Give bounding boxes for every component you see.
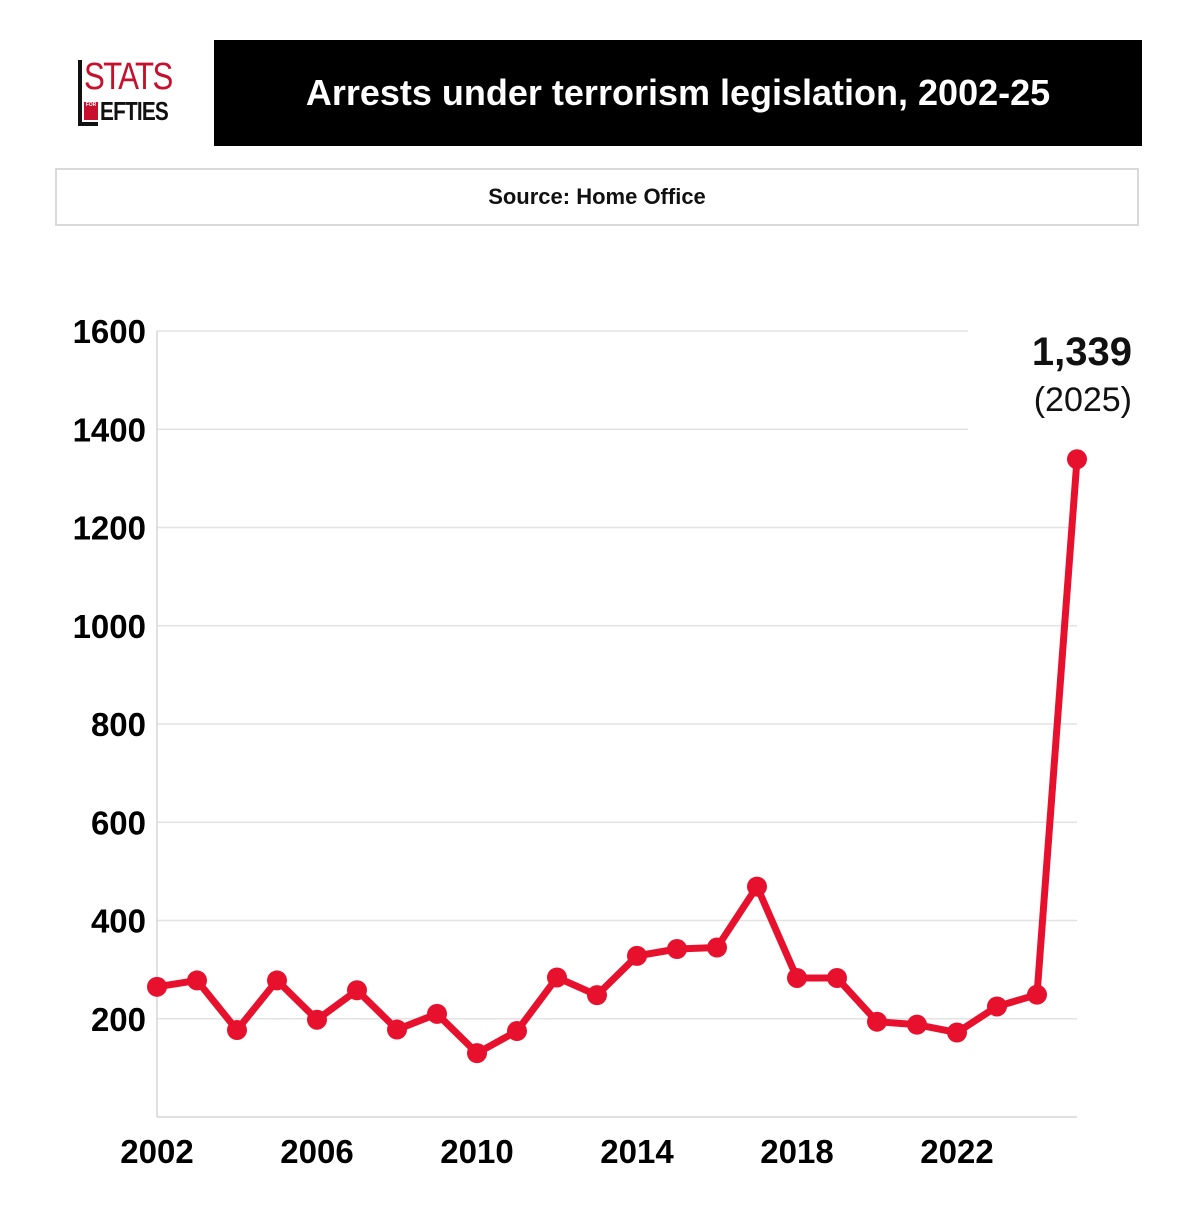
logo-lefties-text: EFTIES	[100, 96, 169, 126]
y-tick-label: 800	[91, 706, 146, 743]
source-text: Source: Home Office	[488, 184, 706, 209]
y-tick-label: 1400	[73, 411, 146, 448]
data-point-2021	[907, 1014, 927, 1035]
y-tick-label: 1000	[73, 608, 146, 645]
data-point-2023	[987, 996, 1007, 1017]
data-point-2009	[427, 1003, 447, 1024]
data-point-2024	[1027, 984, 1047, 1005]
data-point-2025	[1067, 449, 1087, 470]
x-tick-label: 2006	[280, 1133, 353, 1170]
x-tick-label: 2002	[120, 1133, 193, 1170]
data-point-2006	[307, 1009, 327, 1030]
x-tick-label: 2018	[760, 1133, 833, 1170]
annotation-label: (2025)	[1034, 381, 1132, 419]
logo-for-text: FOR	[84, 102, 98, 120]
data-point-2017	[747, 876, 767, 897]
data-point-2008	[387, 1019, 407, 1040]
annotation-value: 1,339	[1032, 330, 1132, 374]
data-point-2013	[587, 985, 607, 1006]
x-tick-label: 2022	[920, 1133, 993, 1170]
stats-for-lefties-logo: STATS FOR EFTIES	[76, 56, 176, 130]
arrests-line	[153, 455, 1081, 1057]
y-tick-label: 400	[91, 903, 146, 940]
logo-stats-text: STATS	[84, 56, 173, 98]
data-point-2010	[467, 1043, 487, 1064]
data-point-2019	[827, 967, 847, 988]
data-point-2003	[187, 970, 207, 991]
x-tick-label: 2014	[600, 1133, 674, 1170]
data-point-2015	[667, 938, 687, 959]
y-tick-label: 600	[91, 804, 146, 841]
data-point-2007	[347, 980, 367, 1001]
data-point-2014	[627, 945, 647, 966]
series-line	[153, 455, 1081, 1057]
annotation: 1,339 (2025)	[1032, 330, 1132, 419]
data-point-2005	[267, 970, 287, 991]
chart-title-banner: Arrests under terrorism legislation, 200…	[214, 40, 1142, 146]
gridlines	[157, 330, 1077, 1020]
data-point-2012	[547, 967, 567, 988]
tick-labels: 200 400 600 800 1000 1200 1400 1600 2002 2006 2010…	[73, 313, 994, 1170]
y-tick-label: 1600	[73, 313, 146, 350]
source-box: Source: Home Office	[55, 168, 1139, 226]
data-point-2018	[787, 967, 807, 988]
chart-title: Arrests under terrorism legislation, 200…	[305, 72, 1051, 113]
y-tick-label: 200	[91, 1001, 146, 1038]
data-point-2020	[867, 1011, 887, 1032]
data-point-2011	[507, 1021, 527, 1042]
data-points	[147, 449, 1087, 1064]
data-point-2022	[947, 1022, 967, 1043]
y-tick-label: 1200	[73, 510, 146, 547]
data-point-2016	[707, 937, 727, 958]
data-point-2004	[227, 1020, 247, 1041]
data-point-2002	[147, 976, 167, 997]
x-tick-label: 2010	[440, 1133, 513, 1170]
